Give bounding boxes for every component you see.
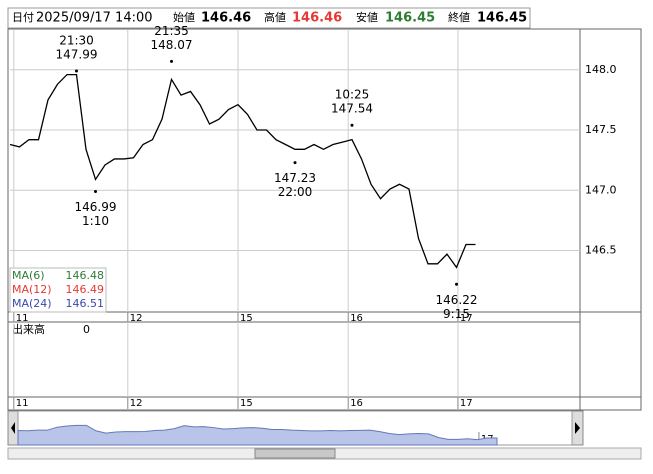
annotation-point	[94, 189, 97, 193]
ma-value: 146.49	[66, 283, 105, 296]
y-tick-label: 146.5	[585, 244, 617, 257]
low-label: 安値	[356, 10, 378, 24]
x-tick-label: 12	[130, 398, 143, 409]
ma-value: 146.48	[66, 269, 105, 282]
y-tick-label: 148.0	[585, 63, 617, 76]
annotation-point	[170, 59, 173, 63]
annotation-point	[455, 282, 458, 286]
arrow	[11, 422, 15, 434]
x-tick-label: 16	[350, 313, 363, 324]
open-label: 始値	[173, 10, 195, 24]
annotation-point	[75, 69, 78, 73]
annotation-value: 147.54	[331, 102, 373, 116]
ma-name: MA(12)	[12, 283, 52, 296]
header-box	[7, 7, 531, 29]
annotation-time: 10:25	[335, 88, 370, 102]
datetime: 2025/09/17 14:00	[36, 11, 153, 26]
ma-legend-box	[9, 267, 107, 313]
navigator-area	[17, 424, 498, 446]
annotation-value: 146.22	[436, 293, 478, 307]
x-tick-label: 17	[460, 398, 473, 409]
arrow	[575, 422, 580, 434]
x-tick-label: 16	[350, 398, 363, 409]
y-tick-label: 147.5	[585, 123, 617, 136]
x-tick-label: 15	[240, 313, 253, 324]
annotation-value: 146.99	[75, 200, 117, 214]
annotation-point	[350, 123, 354, 127]
frame	[7, 28, 642, 411]
ma-value: 146.51	[66, 297, 105, 310]
annotation-value: 148.07	[151, 38, 193, 52]
annotation-time: 21:35	[154, 24, 189, 38]
y-tick-label: 147.0	[585, 183, 617, 196]
annotation-value: 147.99	[56, 47, 98, 61]
annotation-value: 147.23	[274, 171, 316, 185]
annotation-point	[293, 161, 297, 165]
x-tick-label: 11	[16, 398, 29, 409]
x-tick-label: 17	[460, 313, 473, 324]
high-label: 高値	[264, 10, 286, 24]
annotation-time: 22:00	[278, 185, 313, 199]
ma-name: MA(24)	[12, 297, 52, 310]
annotation-time: 9:15	[443, 307, 470, 321]
close-label: 終値	[448, 10, 470, 24]
x-tick-label: 15	[240, 398, 253, 409]
x-tick-label: 11	[16, 313, 29, 324]
x-tick-label: 12	[130, 313, 143, 324]
volume-label: 出来高	[12, 322, 45, 336]
ma-name: MA(6)	[12, 269, 45, 282]
volume-value: 0	[83, 323, 90, 336]
close: 146.45	[477, 11, 527, 26]
open: 146.46	[201, 11, 251, 26]
high: 146.46	[292, 11, 342, 26]
annotation-time: 1:10	[82, 214, 109, 228]
date-label: 日付	[12, 11, 34, 24]
price-line	[9, 73, 476, 269]
annotation-time: 21:30	[59, 33, 94, 47]
low: 146.45	[385, 11, 435, 26]
scroll-thumb[interactable]	[254, 448, 336, 459]
